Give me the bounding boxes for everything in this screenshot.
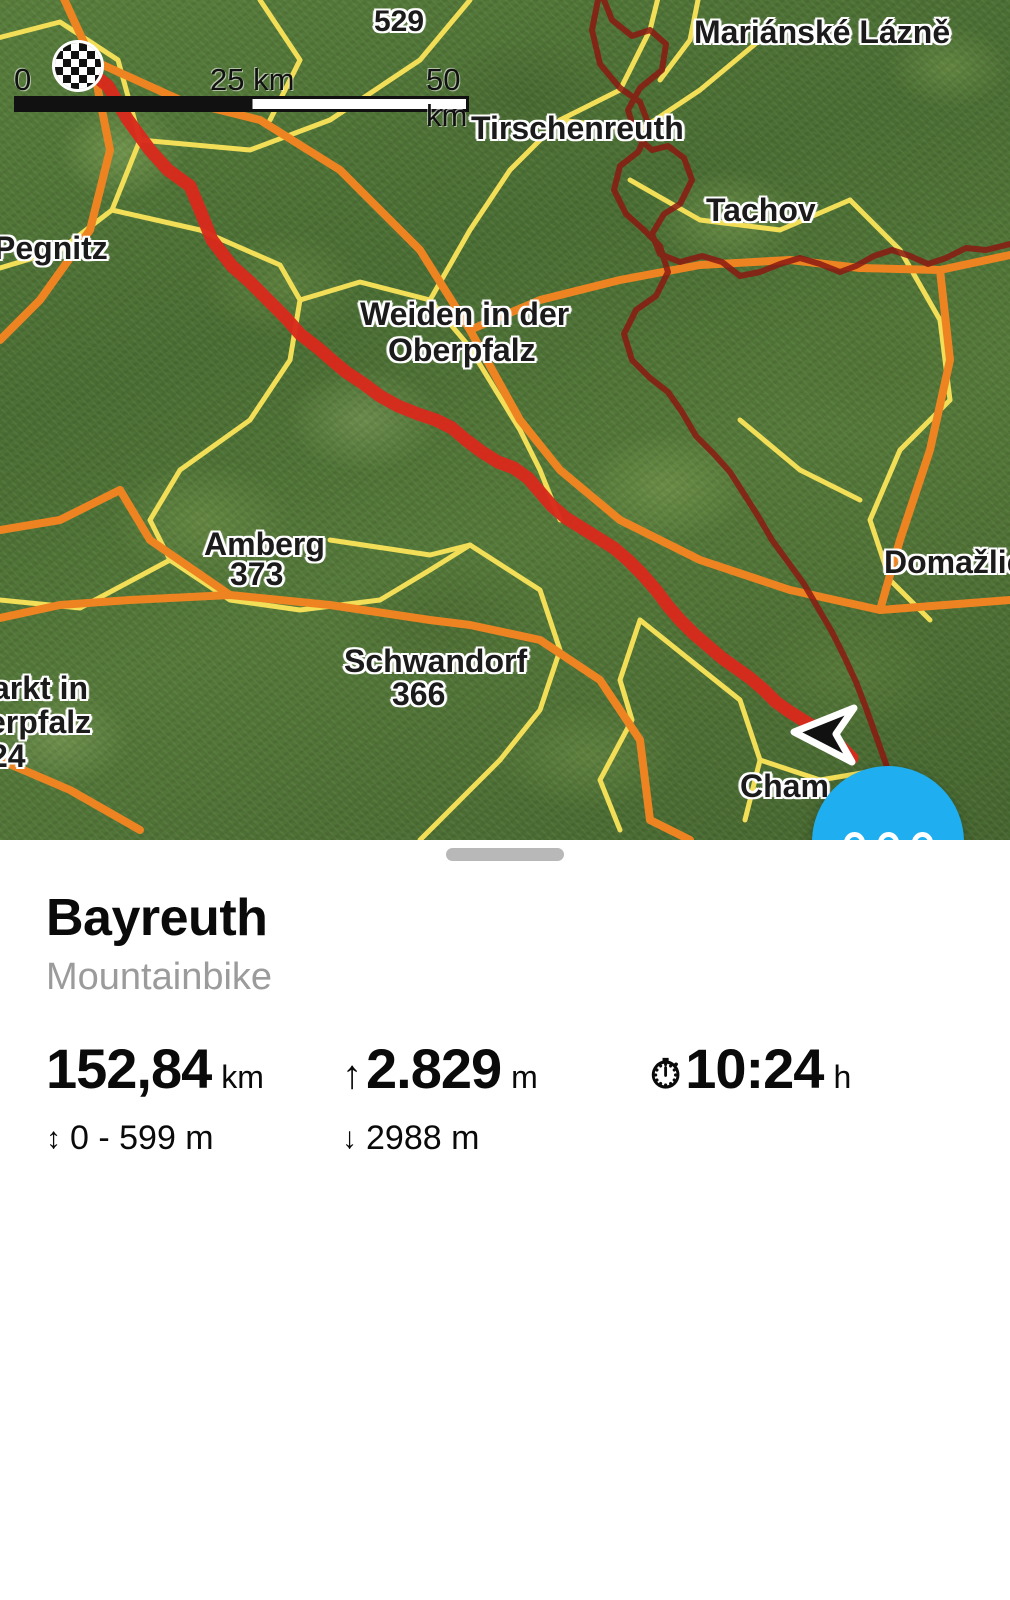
position-arrow-icon — [790, 704, 858, 766]
map-label: Schwandorf — [344, 643, 528, 679]
three-dots-icon-dot-2 — [877, 831, 899, 840]
stopwatch-icon: ⏱ — [650, 1053, 682, 1097]
three-dots-icon-dot-1 — [843, 831, 865, 840]
scale-bar-graphic — [14, 96, 469, 112]
stat-duration: ⏱ 10:24 h — [650, 1036, 851, 1101]
map-label: arkt in — [0, 670, 89, 706]
map-label: 373 — [230, 556, 284, 592]
scale-tick-50: 50 km — [426, 62, 468, 133]
map-label: Pegnitz — [0, 230, 108, 266]
map-label: Tirschenreuth — [471, 110, 684, 146]
arrow-down-icon: ↓ — [342, 1121, 357, 1155]
map-label: Weiden in der — [360, 296, 570, 332]
stat-descent-value: 2988 m — [366, 1119, 480, 1157]
map-label: Oberpfalz — [388, 332, 536, 368]
scale-tick-25: 25 km — [210, 62, 295, 97]
route-activity-type: Mountainbike — [46, 956, 273, 998]
route-title: Bayreuth — [46, 889, 268, 947]
map-roads-layer — [0, 0, 1010, 840]
scale-tick-0: 0 — [14, 62, 32, 97]
map-label: Mariánské Lázně — [694, 14, 951, 50]
stat-distance-unit: km — [221, 1059, 264, 1095]
stat-distance: 152,84 km ↕ 0 - 599 m — [46, 1036, 264, 1158]
map-label: Tachov — [706, 192, 816, 228]
stat-ascent: ↑ 2.829 m ↓ 2988 m — [342, 1036, 538, 1158]
map-label: erpfalz — [0, 704, 92, 740]
arrow-up-icon: ↑ — [342, 1053, 362, 1097]
map-label: 366 — [392, 676, 446, 712]
map-satellite-imagery — [0, 0, 1010, 840]
map-view[interactable]: 529 Mariánské Lázně Tirschenreuth Tachov Peg… — [0, 0, 1010, 840]
map-scale-bar: 0 25 km 50 km — [14, 62, 469, 133]
map-texture-overlay — [0, 0, 1010, 840]
checkered-flag-icon[interactable] — [52, 40, 104, 92]
elevation-range-icon: ↕ — [46, 1121, 61, 1155]
stat-duration-unit: h — [833, 1059, 852, 1095]
stat-ascent-unit: m — [511, 1059, 538, 1095]
map-label: 529 — [374, 5, 425, 38]
stat-ascent-value: 2.829 — [366, 1037, 502, 1100]
sheet-drag-handle[interactable] — [446, 848, 564, 861]
route-detail-sheet: Bayreuth Mountainbike 152,84 km ↕ 0 - 59… — [0, 840, 1010, 1600]
stat-distance-subtext: 0 - 599 m — [70, 1119, 214, 1157]
stat-distance-value: 152,84 — [46, 1037, 212, 1100]
three-dots-icon-dot-3 — [911, 831, 933, 840]
map-label: Cham — [740, 768, 829, 804]
stat-duration-value: 10:24 — [685, 1037, 824, 1100]
map-label: Amberg — [204, 526, 325, 562]
map-label: Domažlic — [884, 544, 1010, 580]
map-label: 24 — [0, 738, 26, 774]
